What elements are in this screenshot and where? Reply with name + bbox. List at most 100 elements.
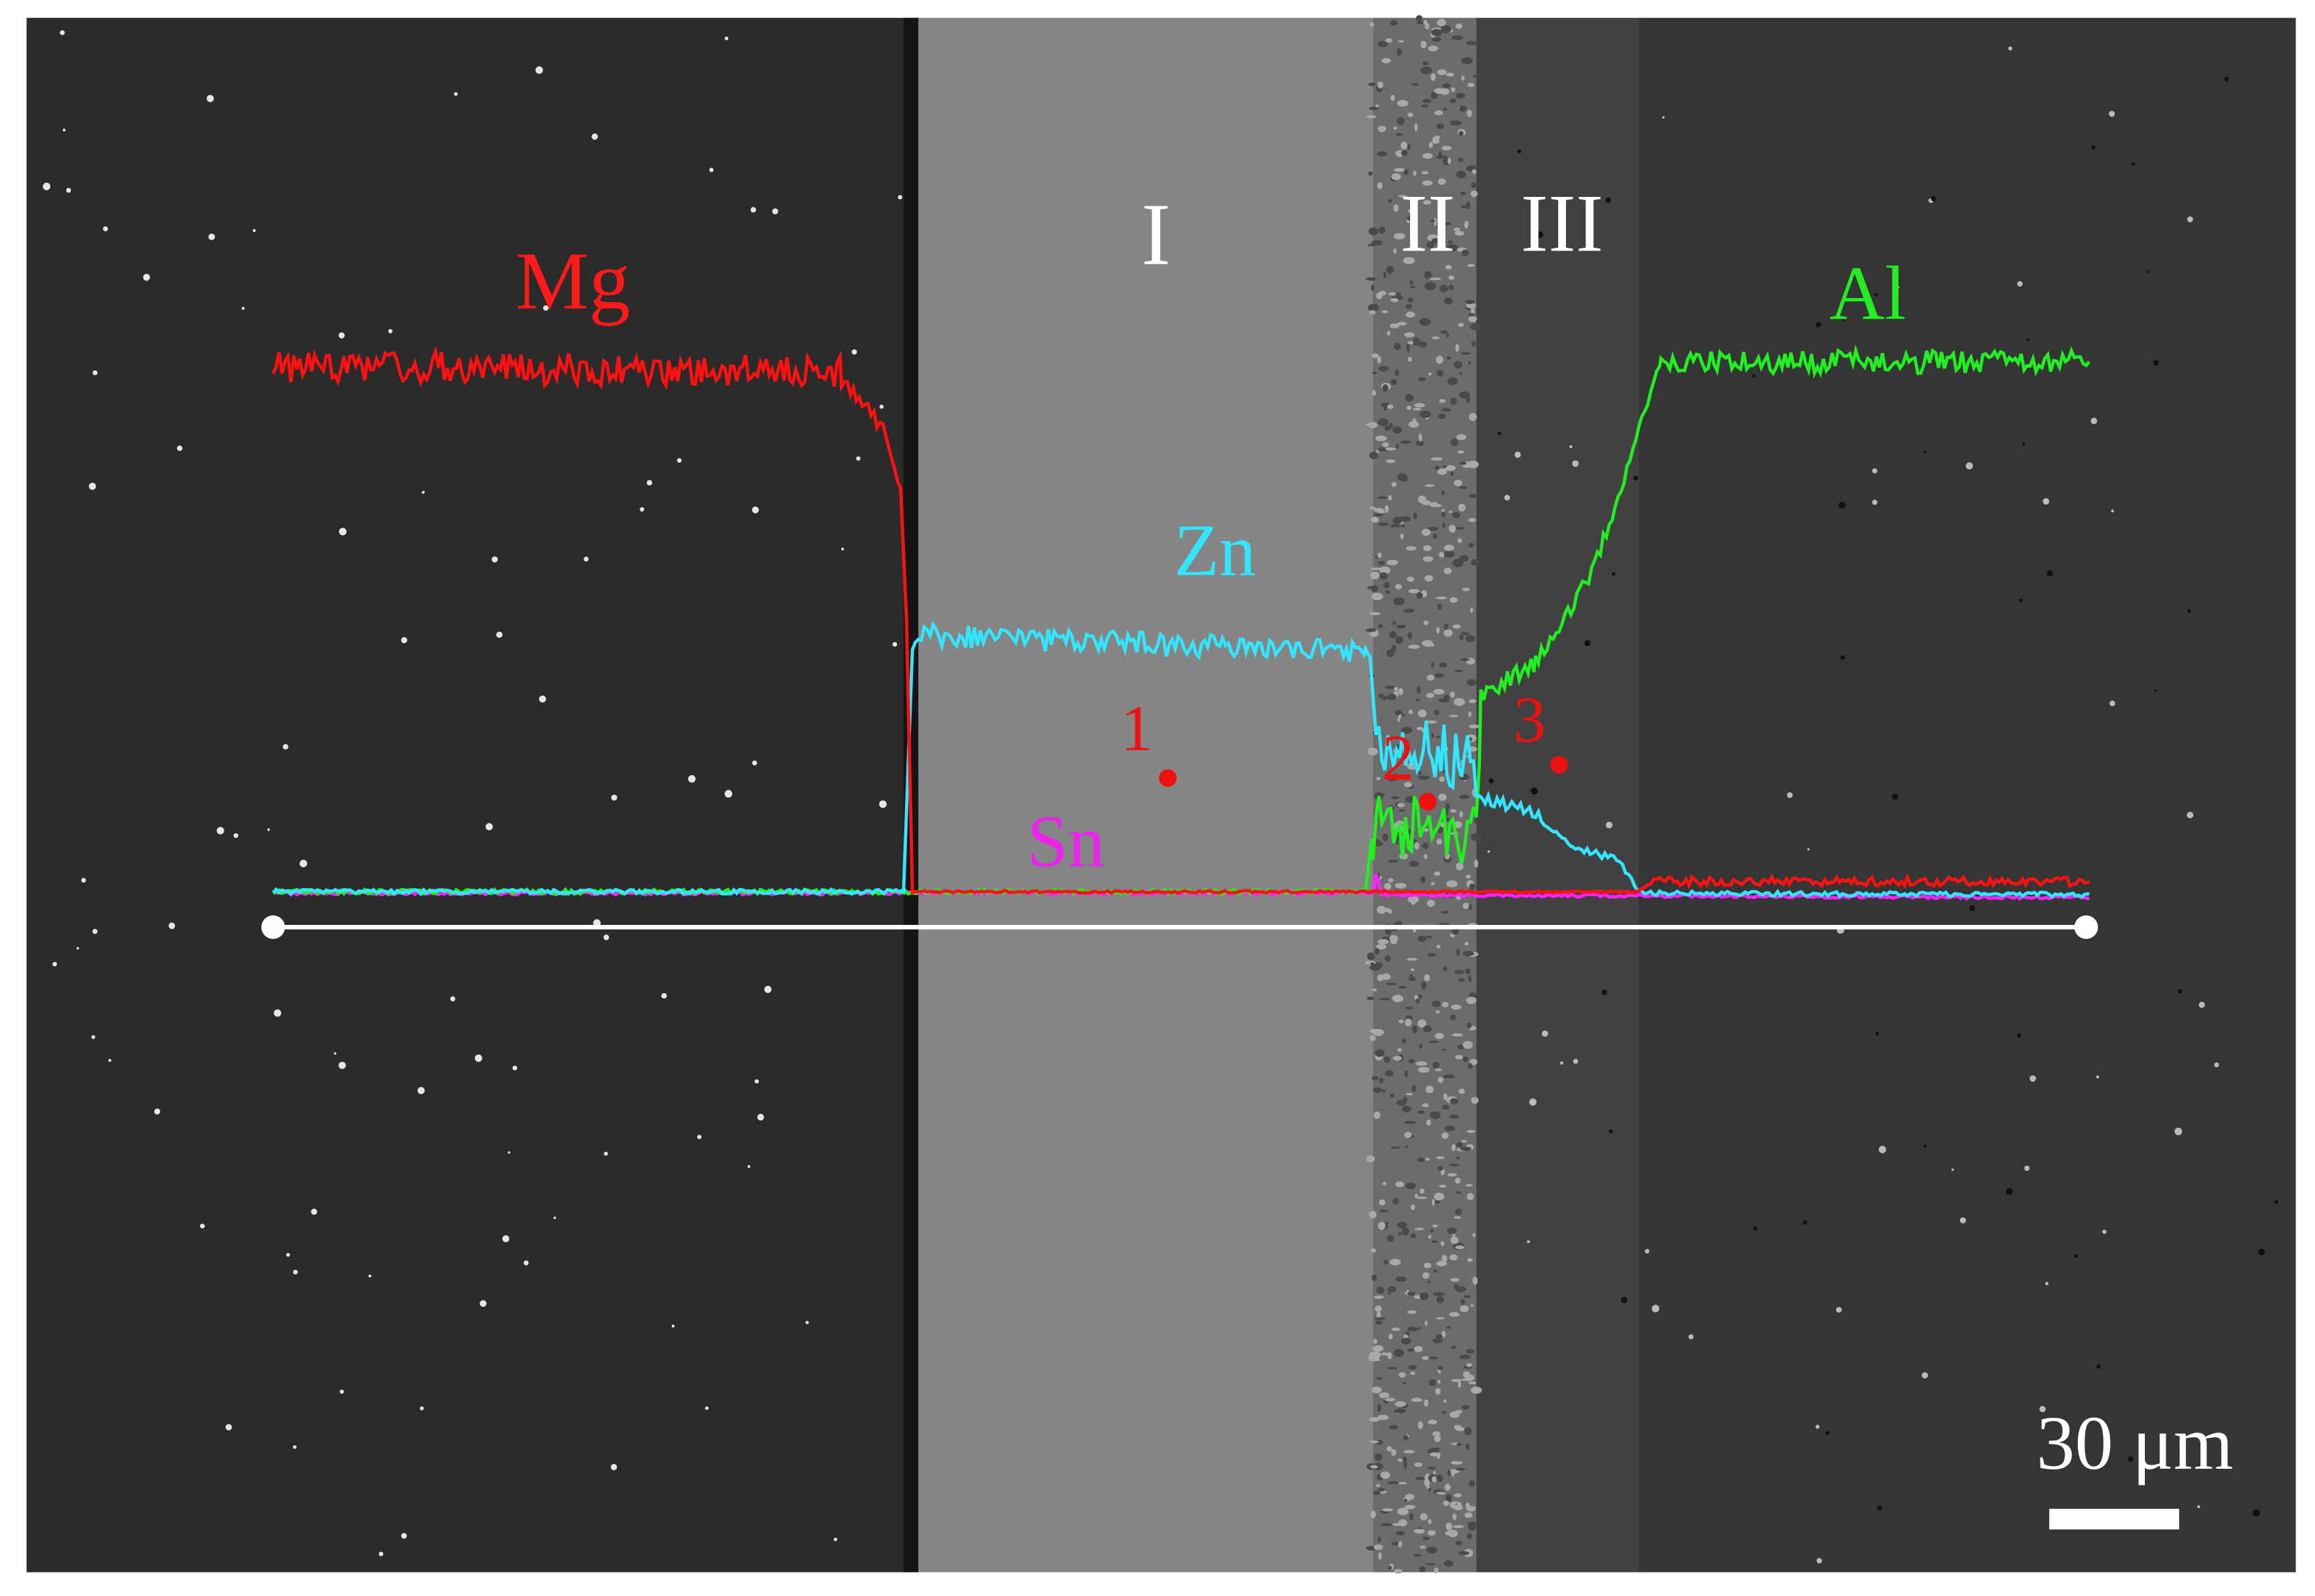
grain	[1370, 571, 1380, 579]
speckle	[421, 490, 425, 494]
speckle	[512, 1066, 518, 1071]
grain	[1391, 1327, 1401, 1331]
grain	[1408, 421, 1419, 428]
grain	[1449, 1163, 1460, 1167]
grain	[1470, 307, 1475, 315]
grain	[1458, 1381, 1462, 1388]
grain	[1371, 1076, 1379, 1080]
grain	[1436, 1295, 1444, 1303]
speckle	[1633, 476, 1638, 481]
speckle	[1931, 196, 1937, 202]
speckle	[1606, 821, 1613, 828]
grain	[1416, 440, 1424, 446]
grain	[1383, 271, 1387, 279]
grain	[1444, 550, 1455, 558]
grain	[1466, 40, 1478, 46]
grain	[1407, 576, 1415, 582]
grain	[1408, 1059, 1415, 1064]
speckle	[841, 547, 844, 551]
grain	[1426, 693, 1435, 699]
grain	[1446, 1325, 1451, 1329]
grain	[1376, 1439, 1383, 1445]
grain	[1387, 859, 1399, 863]
grain	[1443, 1074, 1455, 1079]
grain	[1395, 443, 1399, 449]
speckle	[66, 188, 72, 193]
speckle	[535, 66, 543, 74]
grain	[1409, 1513, 1413, 1521]
grain	[1447, 1469, 1451, 1477]
grain	[1427, 1518, 1432, 1524]
grain	[1444, 297, 1454, 305]
speckle	[898, 195, 902, 200]
grain	[1467, 1258, 1473, 1262]
grain	[1455, 1191, 1462, 1194]
grain	[1430, 882, 1435, 885]
grain	[1463, 1056, 1468, 1062]
grain	[1378, 693, 1384, 699]
grain	[1381, 973, 1391, 981]
grain	[1442, 83, 1451, 88]
grain	[1435, 355, 1444, 364]
grain	[1423, 545, 1432, 551]
speckle	[697, 1135, 702, 1139]
speckle	[1838, 502, 1846, 509]
grain	[1396, 1100, 1407, 1106]
grain	[1389, 1425, 1399, 1430]
grain	[1393, 1056, 1402, 1061]
speckle	[76, 947, 80, 950]
grain	[1435, 1317, 1445, 1320]
speckle	[2006, 1188, 2013, 1195]
grain	[1421, 171, 1429, 175]
grain	[1451, 1346, 1456, 1349]
grain	[1439, 776, 1446, 782]
grain	[1433, 1269, 1437, 1273]
grain	[1466, 1193, 1474, 1200]
grain	[1438, 552, 1445, 558]
grain	[1445, 802, 1450, 810]
grain	[1465, 1502, 1470, 1509]
speckle	[1531, 787, 1538, 795]
speckle	[401, 1532, 407, 1539]
grain	[1449, 98, 1457, 104]
speckle	[1786, 792, 1793, 798]
grain	[1448, 157, 1452, 165]
grain	[1388, 909, 1392, 914]
speckle	[677, 457, 682, 463]
grain	[1452, 559, 1464, 567]
grain	[1382, 384, 1389, 392]
grain	[1433, 1567, 1439, 1573]
grain	[1371, 516, 1379, 523]
grain	[1393, 232, 1405, 240]
grain	[1465, 1443, 1470, 1451]
grain	[1413, 512, 1417, 520]
grain	[1391, 796, 1399, 800]
grain	[1465, 634, 1475, 643]
grain	[1435, 1388, 1441, 1395]
grain	[1464, 1512, 1473, 1518]
grain	[1467, 264, 1475, 267]
grain	[1393, 126, 1398, 130]
speckle	[750, 207, 756, 213]
grain	[1474, 818, 1478, 824]
grain	[1414, 1346, 1423, 1352]
grain	[1445, 1494, 1452, 1503]
grain	[1466, 1130, 1476, 1133]
grain	[1456, 1157, 1460, 1160]
grain	[1461, 1404, 1470, 1410]
grain	[1371, 567, 1382, 571]
speckle	[611, 794, 618, 801]
grain	[1448, 275, 1455, 280]
grain	[1415, 1477, 1425, 1481]
grain	[1464, 57, 1468, 62]
speckle	[523, 1260, 529, 1266]
grain	[1368, 171, 1373, 176]
grain	[1456, 1467, 1466, 1471]
grain	[1390, 1093, 1395, 1098]
grain	[1381, 1523, 1393, 1526]
grain	[1411, 1084, 1416, 1092]
grain	[1468, 1522, 1476, 1531]
grain	[1428, 1356, 1439, 1360]
grain	[1371, 353, 1379, 358]
grain	[1423, 1399, 1429, 1407]
